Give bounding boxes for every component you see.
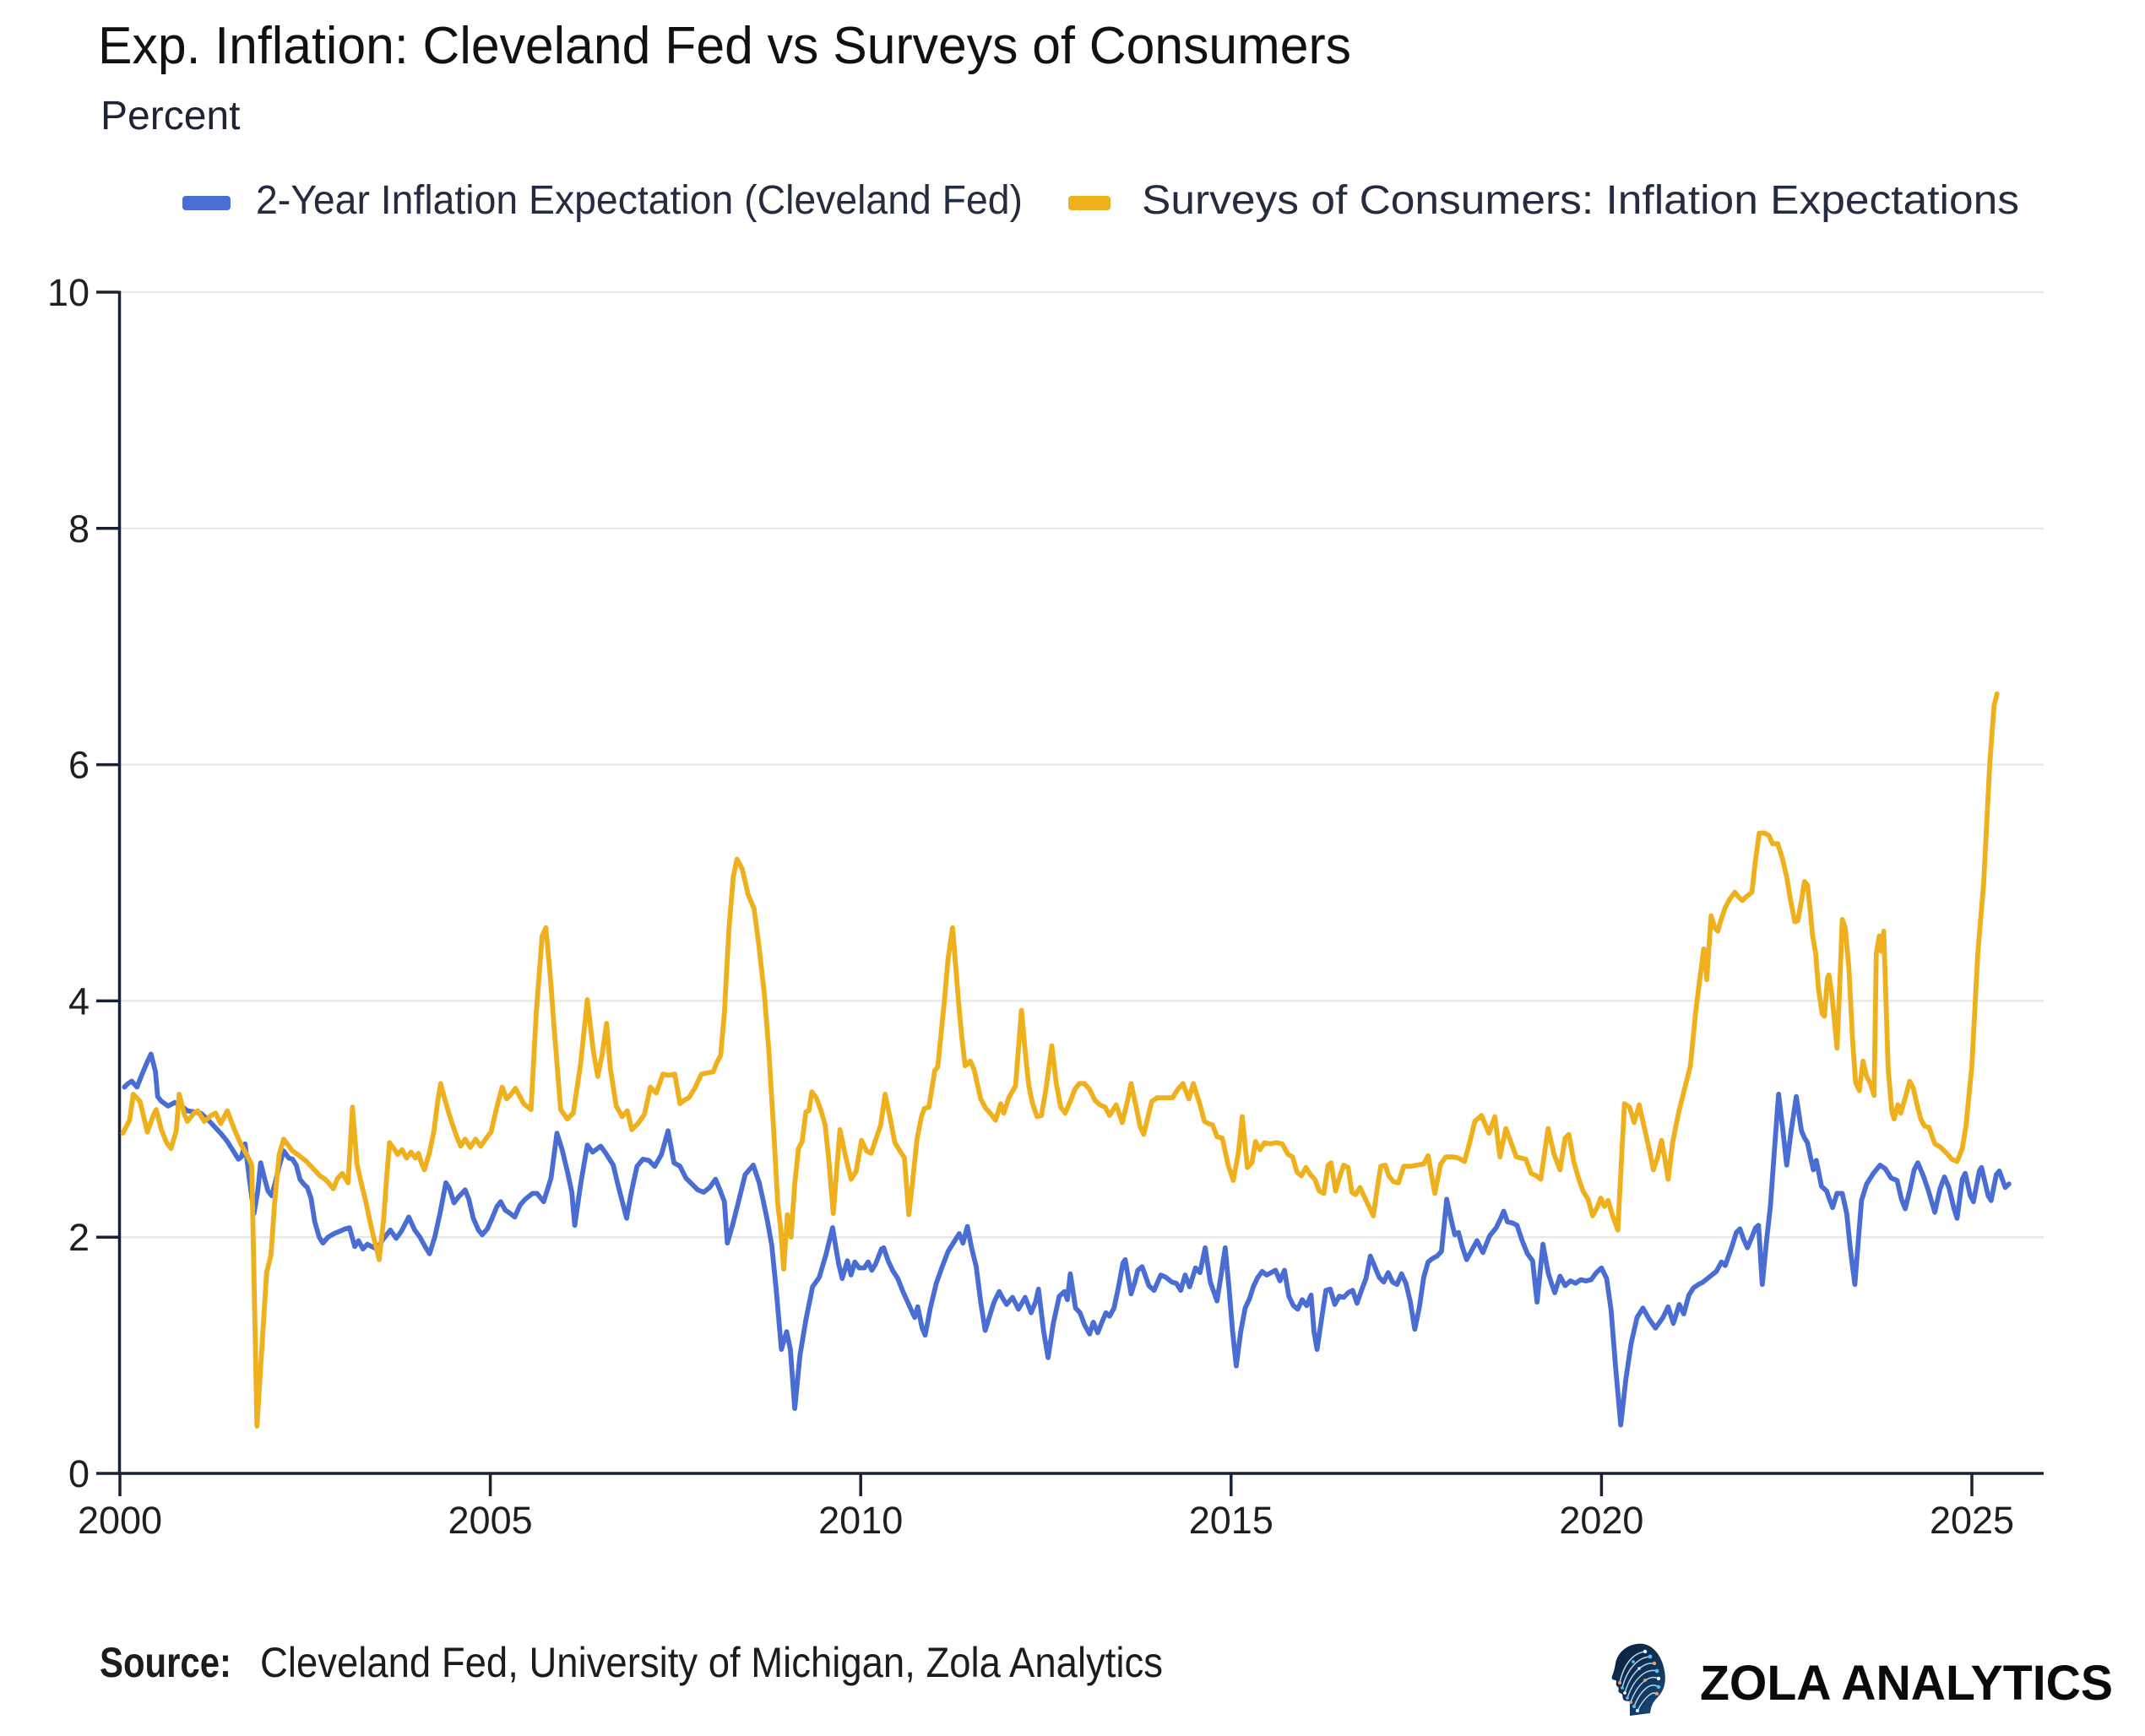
svg-text:4: 4 — [68, 979, 90, 1023]
svg-text:Cleveland Fed, University of M: Cleveland Fed, University of Michigan, Z… — [260, 1639, 1163, 1686]
svg-text:0: 0 — [68, 1452, 90, 1495]
svg-text:Percent: Percent — [100, 94, 240, 138]
svg-text:Exp. Inflation: Cleveland Fed: Exp. Inflation: Cleveland Fed vs Surveys… — [98, 17, 1351, 75]
svg-text:Surveys of Consumers: Inflatio: Surveys of Consumers: Inflation Expectat… — [1142, 178, 2019, 223]
svg-text:2000: 2000 — [78, 1499, 162, 1542]
svg-text:8: 8 — [68, 507, 90, 551]
svg-text:10: 10 — [47, 271, 90, 314]
svg-text:2010: 2010 — [818, 1499, 903, 1542]
svg-text:2-Year Inflation Expectation (: 2-Year Inflation Expectation (Cleveland … — [256, 178, 1023, 223]
svg-text:6: 6 — [68, 744, 90, 787]
svg-text:2020: 2020 — [1559, 1499, 1643, 1542]
svg-text:Source:: Source: — [100, 1639, 231, 1686]
svg-text:2: 2 — [68, 1216, 90, 1259]
svg-text:2015: 2015 — [1189, 1499, 1273, 1542]
svg-text:2005: 2005 — [448, 1499, 533, 1542]
svg-text:ZOLA ANALYTICS: ZOLA ANALYTICS — [1700, 1656, 2113, 1711]
svg-text:2025: 2025 — [1930, 1499, 2014, 1542]
